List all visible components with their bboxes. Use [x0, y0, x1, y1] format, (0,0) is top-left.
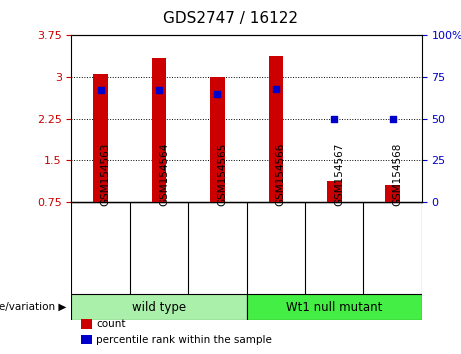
- Bar: [327, 181, 342, 202]
- Text: Wt1 null mutant: Wt1 null mutant: [286, 301, 383, 314]
- Text: GSM154563: GSM154563: [100, 143, 111, 206]
- Text: GSM154564: GSM154564: [159, 143, 169, 206]
- Point: [155, 87, 163, 93]
- Text: GSM154566: GSM154566: [276, 143, 286, 206]
- Text: GSM154565: GSM154565: [218, 143, 227, 206]
- Point: [389, 116, 396, 121]
- Bar: [268, 56, 283, 202]
- Point: [331, 116, 338, 121]
- Text: percentile rank within the sample: percentile rank within the sample: [96, 335, 272, 345]
- Bar: [71, 294, 247, 320]
- Bar: [247, 294, 422, 320]
- Text: GSM154567: GSM154567: [334, 143, 344, 206]
- Text: wild type: wild type: [132, 301, 186, 314]
- Bar: [385, 185, 400, 202]
- Text: genotype/variation ▶: genotype/variation ▶: [0, 302, 67, 312]
- Point: [97, 87, 104, 93]
- Point: [214, 91, 221, 96]
- Text: count: count: [96, 319, 125, 329]
- Bar: [210, 77, 225, 202]
- Text: GSM154568: GSM154568: [393, 143, 402, 206]
- Point: [272, 86, 279, 91]
- Bar: [152, 58, 166, 202]
- Text: GDS2747 / 16122: GDS2747 / 16122: [163, 11, 298, 25]
- Bar: [93, 74, 108, 202]
